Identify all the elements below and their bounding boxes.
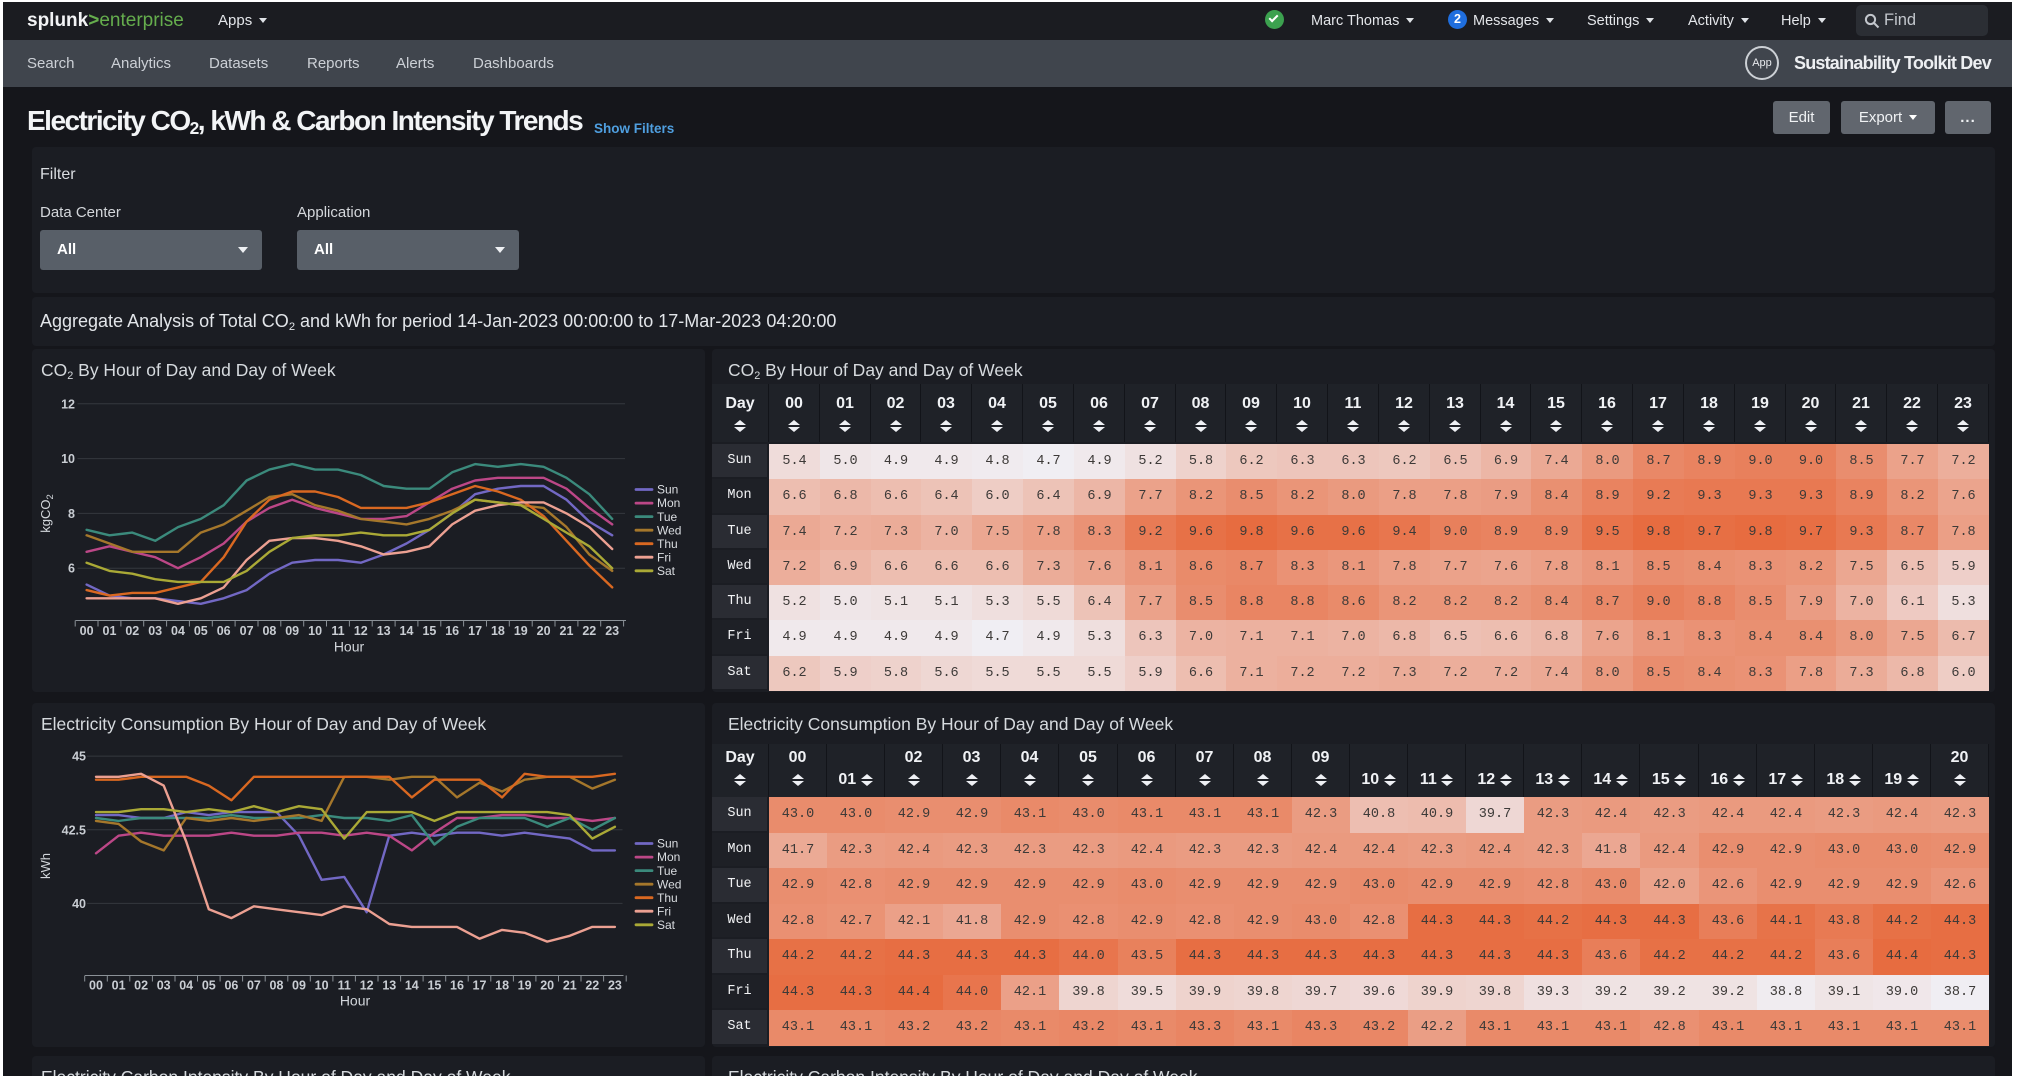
svg-text:04: 04	[179, 979, 193, 993]
svg-text:13: 13	[377, 624, 391, 638]
svg-text:02: 02	[134, 979, 148, 993]
svg-text:23: 23	[605, 624, 619, 638]
svg-text:16: 16	[450, 979, 464, 993]
svg-text:22: 22	[582, 624, 596, 638]
svg-text:15: 15	[427, 979, 441, 993]
svg-text:20: 20	[540, 979, 554, 993]
svg-text:03: 03	[157, 979, 171, 993]
svg-text:04: 04	[171, 624, 185, 638]
svg-text:13: 13	[382, 979, 396, 993]
svg-text:07: 07	[240, 624, 254, 638]
svg-text:11: 11	[338, 979, 351, 993]
svg-text:Fri: Fri	[657, 550, 671, 564]
svg-text:14: 14	[405, 979, 419, 993]
svg-text:07: 07	[247, 979, 261, 993]
svg-text:kWh: kWh	[38, 853, 53, 879]
svg-text:19: 19	[514, 624, 528, 638]
svg-text:23: 23	[608, 979, 622, 993]
svg-text:Thu: Thu	[657, 537, 678, 551]
svg-text:05: 05	[194, 624, 208, 638]
svg-text:Tue: Tue	[657, 864, 678, 878]
svg-text:6: 6	[68, 562, 75, 576]
svg-text:14: 14	[400, 624, 414, 638]
svg-text:12: 12	[360, 979, 374, 993]
svg-text:Sat: Sat	[657, 564, 676, 578]
svg-text:00: 00	[89, 979, 103, 993]
svg-text:21: 21	[563, 979, 577, 993]
svg-text:17: 17	[468, 624, 482, 638]
svg-text:18: 18	[495, 979, 509, 993]
svg-text:22: 22	[585, 979, 599, 993]
svg-text:Fri: Fri	[657, 904, 671, 918]
svg-text:09: 09	[292, 979, 306, 993]
svg-text:10: 10	[315, 979, 329, 993]
svg-text:00: 00	[80, 624, 94, 638]
svg-text:Hour: Hour	[334, 639, 365, 655]
svg-text:Wed: Wed	[657, 523, 681, 537]
svg-text:8: 8	[68, 507, 75, 521]
svg-text:Sun: Sun	[657, 483, 678, 497]
svg-text:11: 11	[331, 624, 344, 638]
svg-text:Sun: Sun	[657, 837, 678, 851]
svg-text:06: 06	[224, 979, 238, 993]
svg-text:Sat: Sat	[657, 918, 676, 932]
svg-text:Tue: Tue	[657, 510, 678, 524]
svg-text:45: 45	[72, 750, 86, 764]
svg-text:08: 08	[270, 979, 284, 993]
svg-text:Hour: Hour	[340, 993, 371, 1009]
svg-text:02: 02	[125, 624, 139, 638]
svg-text:09: 09	[285, 624, 299, 638]
svg-text:12: 12	[61, 397, 75, 411]
svg-text:19: 19	[518, 979, 532, 993]
svg-text:20: 20	[537, 624, 551, 638]
svg-text:18: 18	[491, 624, 505, 638]
svg-text:08: 08	[262, 624, 276, 638]
svg-text:Mon: Mon	[657, 496, 680, 510]
svg-text:01: 01	[103, 624, 117, 638]
svg-text:Wed: Wed	[657, 877, 681, 891]
svg-text:06: 06	[217, 624, 231, 638]
svg-text:01: 01	[112, 979, 126, 993]
svg-text:40: 40	[72, 897, 86, 911]
svg-text:10: 10	[308, 624, 322, 638]
svg-text:kgCO2: kgCO2	[38, 494, 56, 533]
svg-text:42.5: 42.5	[62, 823, 86, 837]
svg-text:10: 10	[61, 452, 75, 466]
svg-text:15: 15	[422, 624, 436, 638]
svg-text:21: 21	[560, 624, 574, 638]
svg-text:17: 17	[473, 979, 487, 993]
svg-text:05: 05	[202, 979, 216, 993]
svg-text:Thu: Thu	[657, 891, 678, 905]
svg-text:16: 16	[445, 624, 459, 638]
svg-text:Mon: Mon	[657, 850, 680, 864]
svg-text:12: 12	[354, 624, 368, 638]
svg-text:03: 03	[148, 624, 162, 638]
